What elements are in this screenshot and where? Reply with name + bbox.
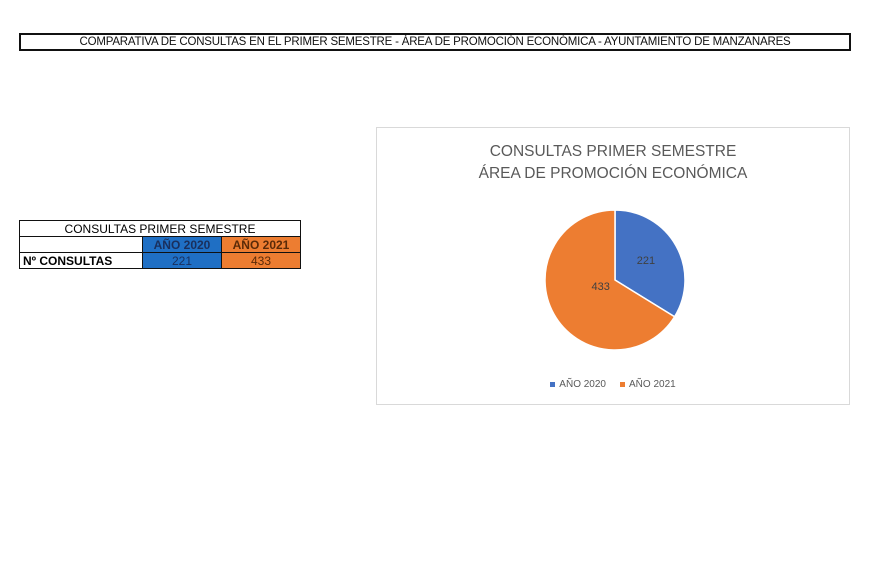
data-label-2021: 433 — [591, 280, 610, 293]
legend-item-2021: AÑO 2021 — [620, 379, 676, 390]
table-caption: CONSULTAS PRIMER SEMESTRE — [19, 220, 301, 237]
pie-chart: CONSULTAS PRIMER SEMESTRE ÁREA DE PROMOC… — [376, 127, 850, 405]
consultas-table: CONSULTAS PRIMER SEMESTRE AÑO 2020 AÑO 2… — [19, 220, 301, 269]
legend-swatch-2021 — [620, 381, 625, 387]
legend-item-2020: AÑO 2020 — [550, 379, 606, 390]
table-header-2021: AÑO 2021 — [221, 236, 301, 253]
pie-graphic — [544, 209, 686, 351]
chart-title-line1: CONSULTAS PRIMER SEMESTRE — [489, 143, 737, 160]
table-header-2020: AÑO 2020 — [142, 236, 222, 253]
chart-title-line2: ÁREA DE PROMOCIÓN ECONÓMICA — [478, 165, 748, 182]
table-value-2021: 433 — [221, 252, 301, 269]
chart-legend: AÑO 2020 AÑO 2021 — [377, 379, 849, 390]
table-value-2020: 221 — [142, 252, 222, 269]
pie-slice-1 — [544, 209, 676, 351]
table-header-empty — [19, 236, 143, 253]
chart-title: CONSULTAS PRIMER SEMESTRE ÁREA DE PROMOC… — [377, 141, 849, 185]
legend-swatch-2020 — [550, 381, 556, 387]
data-label-2020: 221 — [636, 255, 656, 268]
table-row-label: Nº CONSULTAS — [19, 252, 143, 269]
page-banner-title: COMPARATIVA DE CONSULTAS EN EL PRIMER SE… — [19, 33, 851, 51]
